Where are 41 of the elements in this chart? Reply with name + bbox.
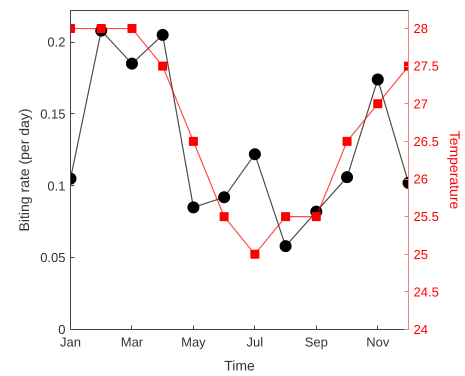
x-tick-label: Sep (304, 334, 328, 350)
point (250, 250, 260, 259)
point (126, 58, 138, 70)
y2-tick-label: 24.5 (414, 284, 439, 300)
point (158, 62, 168, 71)
y2-tick-label: 27.5 (414, 58, 439, 74)
x-tick-label: May (181, 334, 206, 350)
point (373, 99, 382, 108)
y-axis-title: Biting rate (per day) (16, 108, 32, 232)
point (312, 212, 321, 222)
point (188, 136, 198, 146)
y2-tick-label: 25 (414, 246, 428, 262)
y2-tick-label: 26.5 (414, 134, 439, 149)
x-tick-label: Mar (120, 334, 144, 350)
x-tick-label: Jan (60, 334, 81, 350)
y-tick-label: 0.1 (47, 178, 66, 194)
point (281, 212, 290, 222)
y2-tick-label: 26 (414, 172, 428, 187)
point (96, 24, 106, 34)
point (218, 191, 230, 204)
point (220, 212, 229, 222)
y2-axis-title: Temperature (446, 130, 463, 210)
point (341, 171, 354, 184)
point (187, 201, 200, 214)
y-tick-label: 0.15 (40, 106, 66, 122)
y2-tick-label: 28 (414, 21, 428, 36)
point (372, 73, 384, 86)
y-tick-label: 0 (58, 322, 66, 337)
point (127, 24, 136, 34)
point (342, 136, 352, 146)
y2-tick-label: 25.5 (414, 209, 439, 224)
x-tick-label: Nov (366, 334, 390, 350)
point (156, 28, 169, 41)
y2-tick-label: 24 (414, 322, 428, 337)
x-tick-label: Jul (246, 334, 264, 350)
y-tick-label: 0.2 (47, 34, 66, 50)
y-tick-label: 0.05 (40, 250, 66, 266)
point (248, 148, 261, 160)
y2-tick-label: 27 (414, 96, 428, 112)
point (280, 240, 292, 252)
x-axis-title: Time (224, 358, 256, 374)
